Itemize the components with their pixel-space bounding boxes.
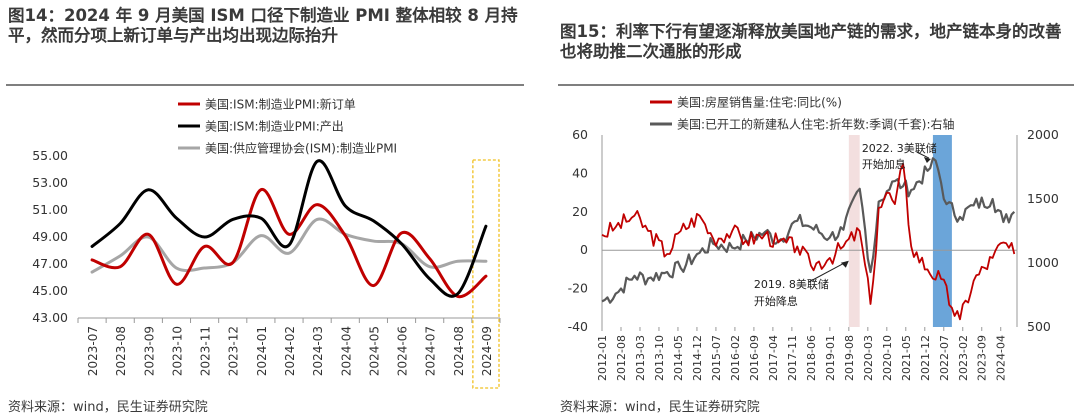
- x-tick-label: 2013-03: [634, 335, 647, 381]
- figure-14-chart: 美国:ISM:制造业PMI:新订单美国:ISM:制造业PMI:产出美国:供应管理…: [32, 97, 501, 389]
- legend-label: 美国:供应管理协会(ISM):制造业PMI: [205, 141, 397, 156]
- y-left-tick-label: -20: [568, 281, 588, 296]
- y-tick-label: 51.00: [32, 202, 68, 217]
- x-tick-label: 2023-02: [957, 335, 970, 381]
- annotation-text: 开始降息: [754, 294, 798, 308]
- y-left-tick-label: 40: [572, 165, 588, 180]
- x-tick-label: 2015-07: [710, 335, 723, 381]
- chart-panel-14: 图14：2024 年 9 月美国 ISM 口径下制造业 PMI 整体相较 8 月…: [0, 0, 530, 418]
- x-tick-label: 2023-09: [976, 335, 989, 381]
- x-tick-label: 2024-04: [339, 326, 353, 376]
- series-line: [601, 162, 1016, 321]
- x-tick-label: 2024-07: [424, 326, 438, 376]
- x-tick-label: 2024-03: [311, 326, 325, 376]
- legend-label: 美国:已开工的新建私人住宅:折年数:季调(千套):右轴: [677, 117, 955, 132]
- x-tick-label: 2023-09: [142, 326, 156, 376]
- x-tick-label: 2017-04: [767, 335, 780, 381]
- y-tick-label: 55.00: [32, 148, 68, 163]
- annotation-arrowhead: [840, 260, 849, 268]
- figure-15-chart: 美国:房屋销售量:住宅:同比(%) 美国:已开工的新建私人住宅:折年数:季调(千套…: [568, 95, 1059, 381]
- x-tick-label: 2012-08: [615, 335, 628, 381]
- y-right-tick-label: 1000: [1027, 255, 1059, 270]
- x-tick-label: 2023-08: [114, 326, 128, 376]
- legend-label: 美国:ISM:制造业PMI:新订单: [205, 97, 356, 112]
- annotation-text: 2019. 8美联储: [754, 277, 829, 291]
- y-left-tick-label: 0: [580, 242, 588, 257]
- x-tick-label: 2020-03: [862, 335, 875, 381]
- annotation-arrow: [916, 151, 930, 159]
- x-tick-label: 2016-02: [729, 335, 742, 381]
- x-tick-label: 2024-04: [995, 335, 1008, 381]
- y-tick-label: 45.00: [32, 283, 68, 298]
- title-divider: [6, 84, 524, 86]
- title-divider: [558, 84, 1074, 86]
- series-line: [601, 157, 1016, 304]
- x-tick-label: 2019-08: [843, 335, 856, 381]
- x-tick-label: 2024-06: [396, 326, 410, 376]
- x-tick-label: 2024-08: [452, 326, 466, 376]
- x-tick-label: 2023-10: [170, 326, 184, 376]
- y-tick-label: 53.00: [32, 175, 68, 190]
- y-tick-label: 43.00: [32, 310, 68, 325]
- x-tick-label: 2022-07: [938, 335, 951, 381]
- x-tick-label: 2014-05: [672, 335, 685, 381]
- y-right-tick-label: 1500: [1027, 191, 1059, 206]
- shaded-band: [848, 135, 860, 327]
- legend-label: 美国:ISM:制造业PMI:产出: [205, 120, 344, 134]
- y-left-tick-label: 20: [572, 204, 588, 219]
- annotation-arrowhead: [923, 157, 931, 164]
- figure-14-title: 图14：2024 年 9 月美国 ISM 口径下制造业 PMI 整体相较 8 月…: [8, 6, 518, 45]
- x-tick-label: 2023-11: [199, 326, 213, 376]
- x-tick-label: 2020-10: [881, 335, 894, 381]
- figure-14-source: 资料来源：wind，民生证券研究院: [8, 400, 208, 415]
- x-tick-label: 2019-01: [824, 335, 837, 381]
- x-tick-label: 2021-12: [919, 335, 932, 381]
- y-tick-label: 47.00: [32, 256, 68, 271]
- figure-15-source: 资料来源：wind，民生证券研究院: [560, 400, 760, 415]
- x-tick-label: 2013-10: [653, 335, 666, 381]
- x-tick-label: 2023-07: [86, 326, 100, 376]
- series-line: [90, 159, 488, 298]
- x-tick-label: 2012-01: [596, 335, 609, 381]
- highlight-box: [472, 159, 500, 389]
- y-right-tick-label: 2000: [1027, 127, 1059, 142]
- series-line: [90, 188, 488, 299]
- x-tick-label: 2024-09: [480, 326, 494, 376]
- x-tick-label: 2024-05: [367, 326, 381, 376]
- legend-label: 美国:房屋销售量:住宅:同比(%): [677, 95, 842, 110]
- annotation-text: 2022. 3美联储: [862, 141, 937, 155]
- figure-15-title: 图15：利率下行有望逐渐释放美国地产链的需求，地产链本身的改善也将助推二次通胀的…: [560, 22, 1062, 61]
- shaded-band: [932, 135, 952, 327]
- x-tick-label: 2024-01: [255, 326, 269, 376]
- y-left-tick-label: 60: [572, 127, 588, 142]
- y-tick-label: 49.00: [32, 229, 68, 244]
- x-tick-label: 2018-06: [805, 335, 818, 381]
- x-tick-label: 2024-02: [283, 326, 297, 376]
- y-left-tick-label: -40: [568, 319, 588, 334]
- x-tick-label: 2017-11: [786, 335, 799, 381]
- x-tick-label: 2016-09: [748, 335, 761, 381]
- x-tick-label: 2021-05: [900, 335, 913, 381]
- chart-panel-15: 图15：利率下行有望逐渐释放美国地产链的需求，地产链本身的改善也将助推二次通胀的…: [552, 0, 1080, 418]
- y-right-tick-label: 500: [1027, 319, 1051, 334]
- x-tick-label: 2023-12: [227, 326, 241, 376]
- annotation-text: 开始加息: [862, 157, 906, 171]
- x-tick-label: 2014-12: [691, 335, 704, 381]
- annotation-arrow: [808, 261, 848, 283]
